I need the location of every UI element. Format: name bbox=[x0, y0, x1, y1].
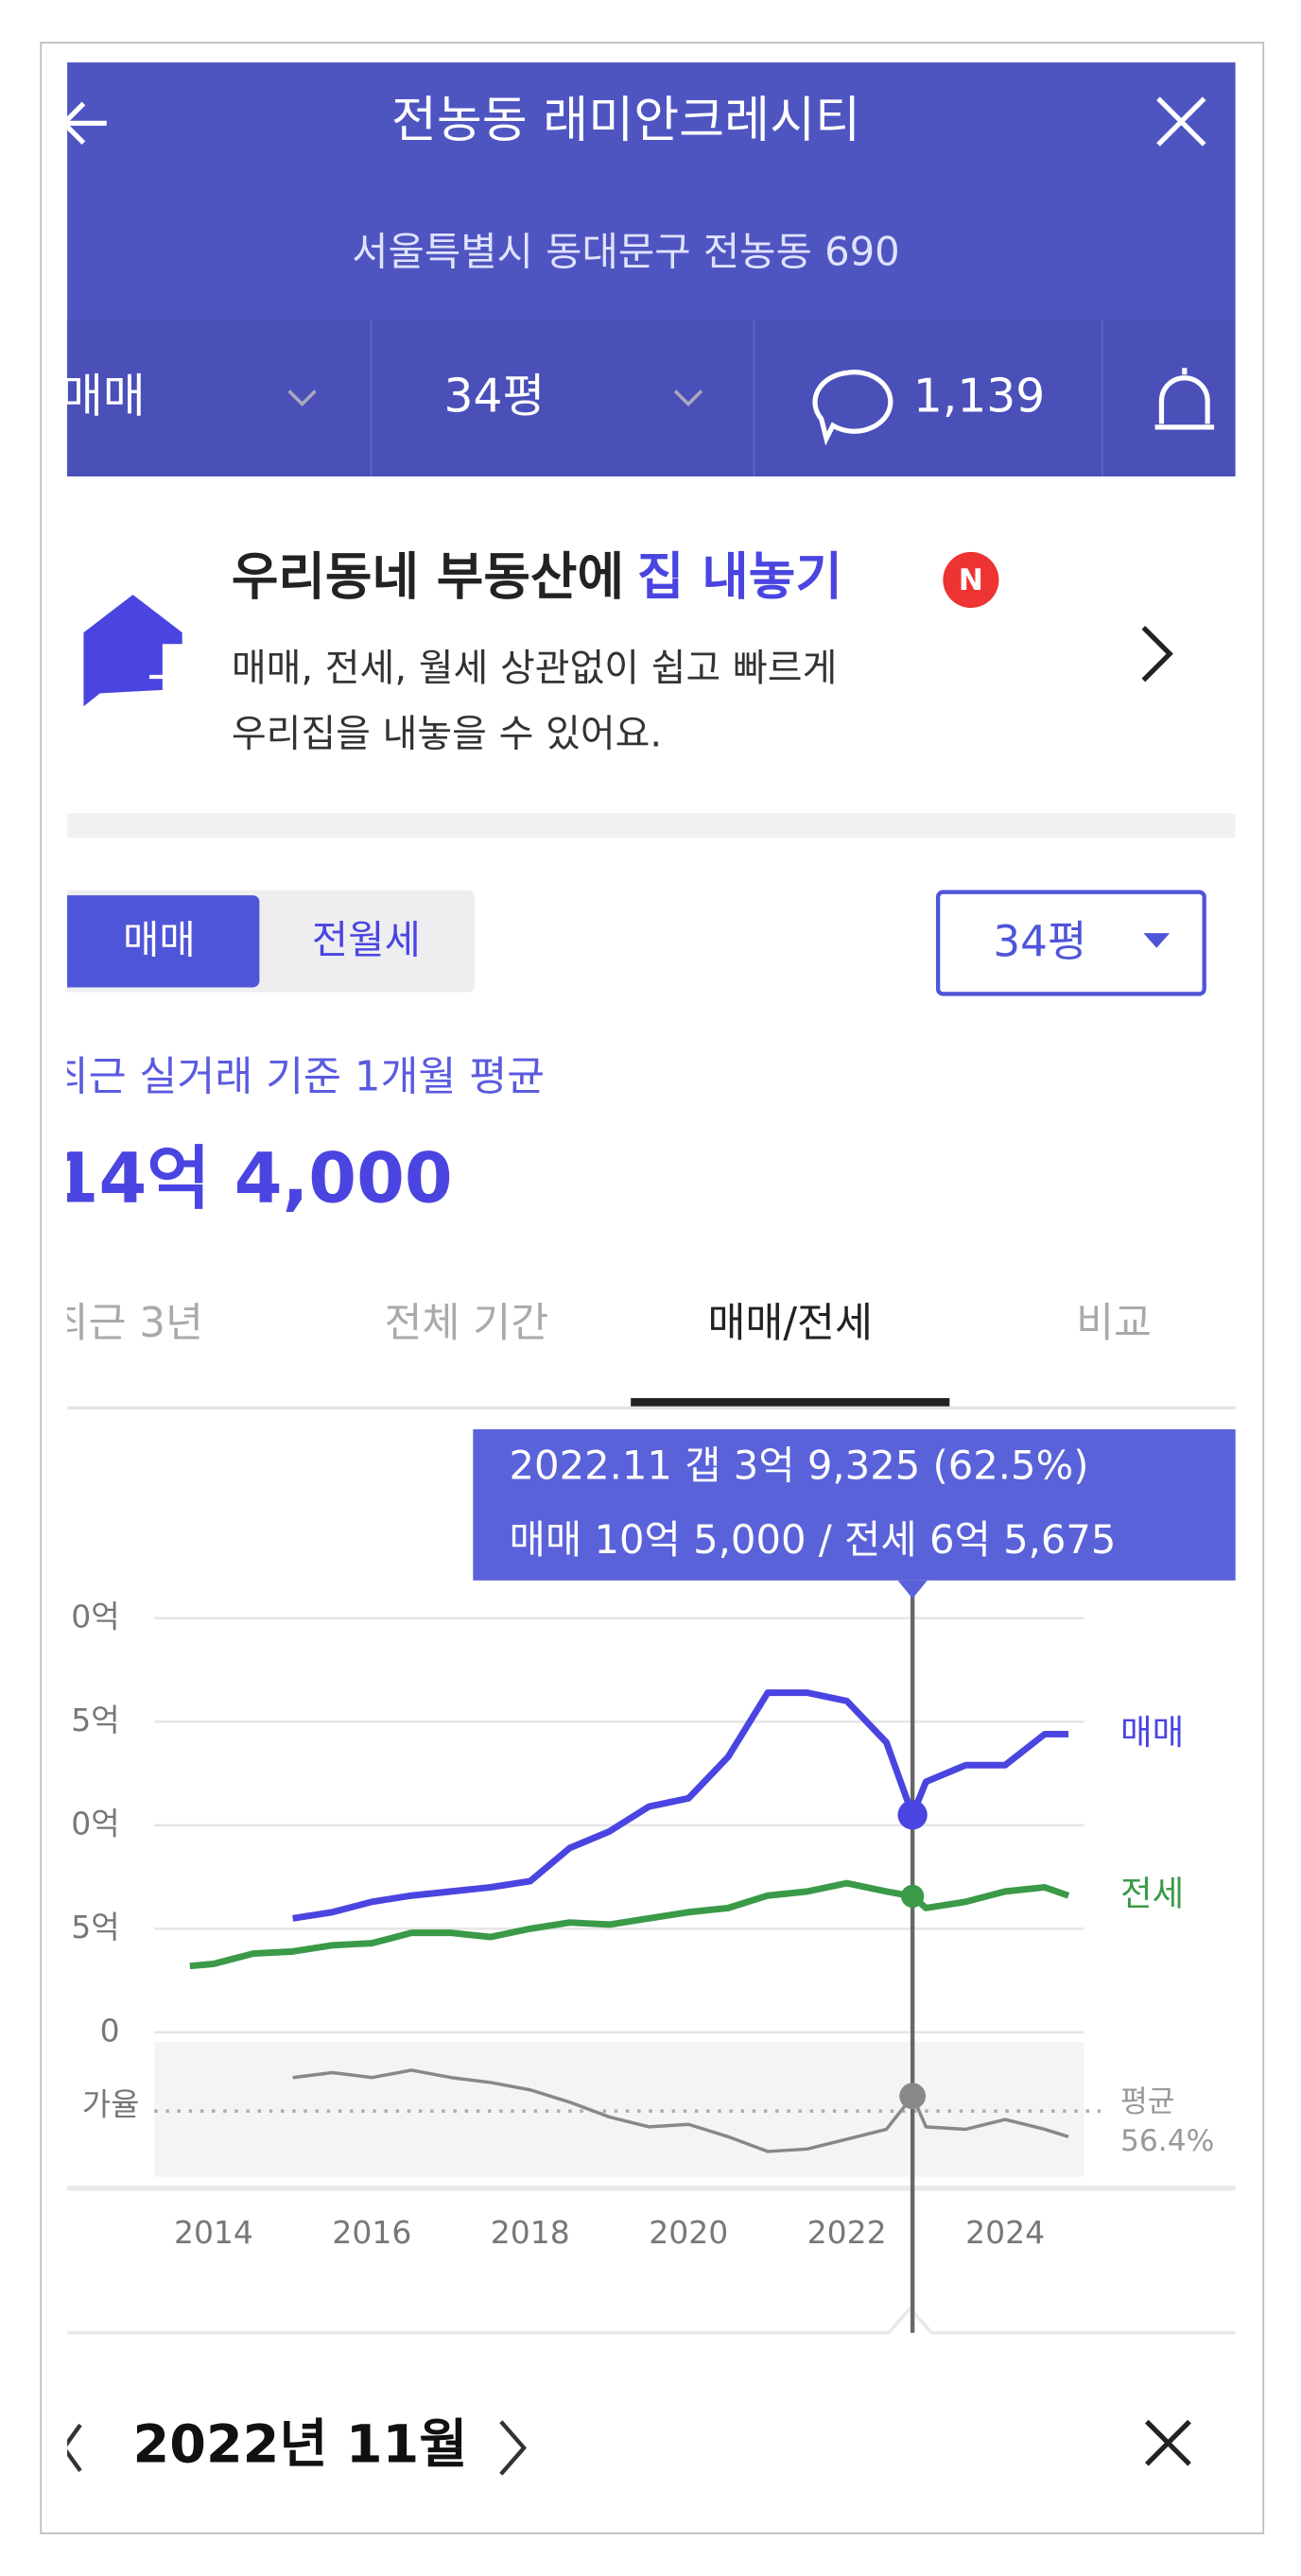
tooltip bbox=[473, 1428, 1236, 1581]
ratio-label: 가율 bbox=[82, 2085, 140, 2122]
chevron bbox=[673, 389, 703, 406]
comment-icon[interactable] bbox=[812, 370, 893, 446]
title: 전농동 래미안크레시티 bbox=[391, 92, 860, 148]
selected-point bbox=[900, 1884, 925, 1909]
x-tick-label: 2016 bbox=[332, 2214, 411, 2251]
banner-title-text: 우리동네 부동산에 bbox=[232, 546, 624, 606]
toggle-option[interactable]: 전월세 bbox=[312, 917, 421, 963]
next-button[interactable] bbox=[499, 2420, 528, 2476]
selected-point bbox=[899, 2083, 927, 2110]
x-tick-label: 2014 bbox=[174, 2214, 253, 2251]
size[interactable]: 34평 bbox=[444, 370, 546, 423]
trade-type[interactable]: 매매 bbox=[61, 370, 146, 423]
x-tick-label: 2020 bbox=[649, 2214, 728, 2251]
tooltip-text: 매매 10억 5,000 / 전세 6억 5,675 bbox=[510, 1516, 1117, 1563]
ratio-panel bbox=[154, 2042, 1084, 2177]
dropdown-arrow bbox=[1143, 933, 1171, 948]
ratio-line bbox=[292, 2068, 1069, 2153]
series-line bbox=[189, 1879, 1070, 1970]
legend-label: 전세 bbox=[1120, 1874, 1184, 1914]
y-tick-label: 5억 bbox=[71, 1702, 119, 1738]
tab[interactable]: 비교 bbox=[1076, 1300, 1152, 1347]
banner-title: 우리동네 부동산에 집 내놓기 bbox=[232, 546, 842, 606]
y-tick-label: 0억 bbox=[71, 1805, 119, 1841]
toggle-option[interactable]: 매매 bbox=[123, 917, 196, 963]
tab[interactable]: 전체 기간 bbox=[385, 1300, 549, 1347]
banner-highlight: 집 내놓기 bbox=[637, 546, 842, 606]
y-tick-label: 0억 bbox=[71, 1598, 119, 1634]
panel-edge bbox=[67, 2306, 1236, 2335]
tab-underline bbox=[631, 1397, 950, 1407]
banner-text: 우리집을 내놓을 수 있어요. bbox=[232, 713, 662, 756]
toggle-selected[interactable] bbox=[61, 895, 260, 988]
month: 2022년 11월 bbox=[133, 2414, 468, 2476]
separator bbox=[67, 813, 1236, 838]
bell-icon[interactable] bbox=[1154, 368, 1215, 430]
average-value-label: 56.4% bbox=[1120, 2124, 1214, 2158]
banner-text: 매매, 전세, 월세 상관없이 쉽고 빠르게 bbox=[232, 647, 838, 690]
comment-count: 1,139 bbox=[913, 370, 1045, 423]
legend-label: 매매 bbox=[1120, 1712, 1184, 1753]
banner-chevron[interactable] bbox=[1141, 626, 1173, 683]
tab[interactable]: 최근 3년 bbox=[51, 1300, 203, 1347]
tooltip-pointer bbox=[897, 1580, 928, 1599]
back-button[interactable] bbox=[64, 101, 107, 146]
header-row bbox=[67, 320, 1236, 476]
tooltip-text: 2022.11 갭 3억 9,325 (62.5%) bbox=[510, 1443, 1089, 1489]
x-tick-label: 2018 bbox=[491, 2214, 570, 2251]
prev-button[interactable] bbox=[64, 2423, 82, 2473]
size-select-text: 34평 bbox=[993, 916, 1086, 966]
selected-point bbox=[897, 1800, 928, 1830]
x-tick-label: 2024 bbox=[965, 2214, 1045, 2251]
price-value: 14억 4,000 bbox=[51, 1138, 453, 1219]
close-panel[interactable] bbox=[1144, 2419, 1191, 2466]
badge-text: N bbox=[959, 563, 983, 597]
screen: 전농동 래미안크레시티 서울특별시 동대문구 전농동 690 매매 34평 1,… bbox=[51, 62, 1236, 2476]
arrow bbox=[148, 666, 179, 688]
size-select[interactable] bbox=[935, 890, 1206, 996]
close-button[interactable] bbox=[1156, 96, 1206, 147]
chart: 0억 5억 0억 5억 0 가율 2014 2016 2018 2020 2022 2024 평균 56.… bbox=[71, 1428, 1236, 2333]
series-line bbox=[292, 1689, 1069, 1922]
tab-active[interactable]: 매매/전세 bbox=[707, 1300, 873, 1347]
price-caption: 최근 실거래 기준 1개월 평균 bbox=[51, 1053, 545, 1100]
address: 서울특별시 동대문구 전농동 690 bbox=[352, 228, 900, 274]
x-tick-label: 2022 bbox=[807, 2214, 887, 2251]
chevron bbox=[287, 389, 317, 406]
y-tick-label: 5억 bbox=[71, 1909, 119, 1945]
average-label: 평균 bbox=[1120, 2084, 1175, 2118]
y-tick-label: 0 bbox=[100, 2012, 120, 2049]
badge bbox=[943, 551, 999, 609]
